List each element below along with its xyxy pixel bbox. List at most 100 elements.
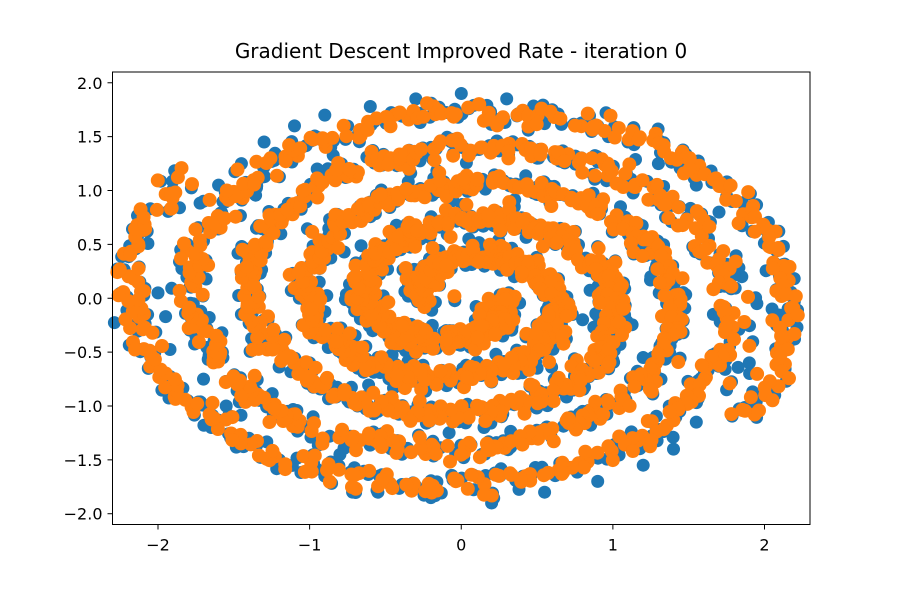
orange-point <box>149 202 164 217</box>
orange-point <box>379 110 394 124</box>
orange-point <box>474 319 489 333</box>
orange-point <box>706 282 721 297</box>
orange-point <box>544 286 559 301</box>
blue-point <box>363 100 377 113</box>
orange-point <box>392 105 407 120</box>
orange-point <box>529 117 544 132</box>
x-axis: −2 −1 0 1 2 <box>146 524 770 555</box>
orange-point <box>657 288 672 303</box>
orange-point <box>702 219 717 234</box>
blue-point <box>742 356 756 370</box>
orange-point <box>381 295 396 310</box>
orange-point <box>782 371 796 386</box>
orange-point <box>147 352 162 367</box>
orange-point <box>601 439 616 454</box>
blue-point <box>151 286 165 300</box>
orange-point <box>172 283 187 298</box>
orange-point <box>128 342 143 357</box>
blue-point <box>667 442 680 456</box>
orange-point <box>546 394 561 409</box>
orange-point <box>574 151 589 166</box>
orange-point <box>307 448 322 463</box>
orange-point <box>174 251 188 266</box>
orange-point <box>439 258 454 273</box>
orange-point <box>443 230 458 244</box>
orange-point <box>443 454 457 469</box>
orange-point <box>250 330 265 345</box>
orange-point <box>416 109 431 124</box>
orange-point <box>727 332 741 347</box>
orange-point <box>318 322 333 337</box>
orange-point <box>460 370 474 385</box>
orange-point <box>277 332 292 347</box>
orange-point <box>618 166 633 181</box>
orange-point <box>455 172 470 187</box>
orange-point <box>612 315 627 330</box>
orange-point <box>787 327 802 341</box>
orange-point <box>640 414 655 428</box>
orange-point <box>193 238 208 253</box>
orange-point <box>644 433 659 448</box>
orange-point <box>168 185 183 200</box>
orange-point <box>529 326 544 341</box>
orange-point <box>347 270 362 285</box>
blue-point <box>666 430 680 444</box>
chart-title: Gradient Descent Improved Rate - iterati… <box>235 39 687 63</box>
orange-point <box>728 194 743 208</box>
orange-point <box>112 262 127 277</box>
blue-point <box>409 92 423 106</box>
orange-point <box>515 215 530 230</box>
orange-point <box>493 223 508 238</box>
orange-point <box>741 289 755 304</box>
blue-point <box>731 360 745 374</box>
orange-point <box>150 173 165 188</box>
orange-point <box>459 197 474 212</box>
orange-point <box>474 140 489 155</box>
orange-point <box>358 394 373 409</box>
orange-point <box>454 447 468 462</box>
orange-point <box>390 442 405 457</box>
orange-point <box>336 118 351 133</box>
orange-point <box>556 465 571 480</box>
orange-point <box>262 415 277 429</box>
orange-point <box>391 230 406 244</box>
orange-point <box>605 453 620 468</box>
orange-point <box>536 468 551 483</box>
orange-point <box>235 242 250 257</box>
orange-point <box>488 327 503 342</box>
orange-point <box>426 341 440 356</box>
orange-point <box>373 187 388 202</box>
orange-point <box>191 335 206 349</box>
orange-point <box>310 190 325 205</box>
orange-point <box>461 100 476 115</box>
blue-point <box>354 239 368 253</box>
orange-point <box>299 355 314 370</box>
orange-point <box>765 261 780 276</box>
orange-point <box>601 269 616 284</box>
orange-point <box>404 445 419 460</box>
orange-point <box>225 433 240 448</box>
orange-point <box>650 177 664 192</box>
orange-point <box>625 444 640 458</box>
orange-point <box>553 111 568 126</box>
orange-point <box>448 107 463 122</box>
orange-point <box>131 261 146 276</box>
y-axis: −2.0 −1.5 −1.0 −0.5 0.0 0.5 1.0 1.5 2.0 <box>64 74 113 524</box>
orange-point <box>448 474 463 489</box>
orange-point <box>219 183 234 198</box>
orange-point <box>735 403 750 418</box>
orange-point <box>425 241 440 255</box>
orange-point <box>421 476 436 491</box>
points-layer <box>107 87 805 510</box>
orange-point <box>445 133 460 148</box>
orange-point <box>573 373 588 388</box>
orange-point <box>446 148 461 163</box>
orange-point <box>182 300 197 315</box>
orange-point <box>515 437 530 452</box>
orange-point <box>247 177 262 192</box>
blue-point <box>500 92 514 106</box>
y-tick-label: −2.0 <box>64 505 103 524</box>
orange-point <box>498 292 513 307</box>
orange-point <box>654 249 669 263</box>
orange-point <box>561 411 576 426</box>
